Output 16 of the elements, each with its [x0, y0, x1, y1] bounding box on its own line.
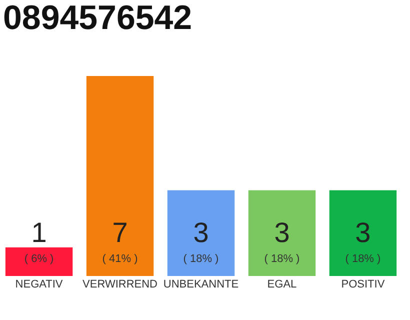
annotation: ( 18% )	[345, 253, 381, 265]
x-tick-label: UNBEKANNTE	[163, 278, 239, 290]
data-label: 1	[31, 217, 47, 248]
annotation: ( 18% )	[264, 253, 300, 265]
data-label: 3	[355, 217, 371, 248]
x-tick-label: NEGATIV	[15, 278, 64, 290]
x-tick-label: POSITIV	[341, 278, 386, 290]
data-label: 7	[112, 217, 128, 248]
x-tick-label: EGAL	[267, 278, 297, 290]
annotation: ( 6% )	[24, 253, 54, 265]
annotation: ( 41% )	[102, 253, 138, 265]
data-label: 3	[193, 217, 209, 248]
chart-title: 0894576542	[3, 0, 192, 37]
annotation: ( 18% )	[183, 253, 219, 265]
data-label: 3	[274, 217, 290, 248]
x-tick-label: VERWIRREND	[82, 278, 158, 290]
